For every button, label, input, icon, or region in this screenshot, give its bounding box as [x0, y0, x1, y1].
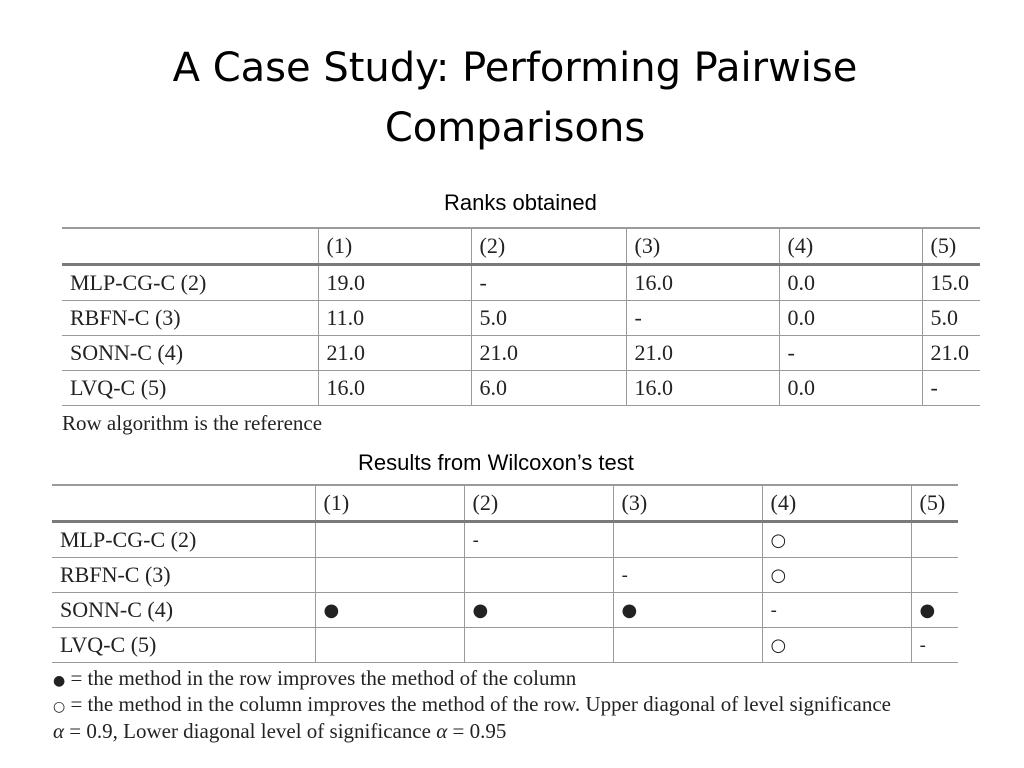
table-cell: 5.0 [470, 300, 626, 336]
ranks-note: Row algorithm is the reference [62, 411, 323, 435]
wilcoxon-header-cell: (2) [463, 484, 613, 523]
wilcoxon-header-cell [52, 484, 315, 523]
legend-filled-text: = the method in the row improves the met… [65, 666, 577, 690]
table-cell: 15.0 [921, 264, 980, 301]
slide-title: A Case Study: Performing Pairwise Compar… [100, 38, 930, 158]
ranks-header-cell: (4) [778, 227, 922, 266]
table-cell: - [910, 627, 958, 663]
table-cell: 11.0 [317, 300, 471, 336]
wilcoxon-header-cell: (3) [612, 484, 762, 523]
ranks-header-cell: (3) [625, 227, 779, 266]
table-cell: 0.0 [778, 370, 922, 406]
ranks-header-cell: (1) [317, 227, 471, 266]
table-row: RBFN-C (3) - ○ [52, 557, 958, 593]
wilcoxon-header-cell: (1) [314, 484, 464, 523]
table-cell: ● [314, 592, 464, 628]
legend-alpha-text-1: = 0.9, Lower diagonal level of significa… [64, 719, 437, 743]
row-label: LVQ-C (5) [62, 370, 318, 406]
table-cell [612, 521, 762, 558]
ranks-header-row: (1) (2) (3) (4) (5) [62, 227, 980, 266]
row-label: MLP-CG-C (2) [52, 521, 315, 558]
table-cell: 16.0 [317, 370, 471, 406]
table-cell [463, 557, 613, 593]
table-cell: ○ [761, 557, 911, 593]
table-cell [910, 557, 958, 593]
table-row: SONN-C (4) ● ● ● - ● [52, 592, 958, 628]
table-cell: 5.0 [921, 300, 980, 336]
table-cell: 16.0 [625, 370, 779, 406]
alpha-symbol: α [436, 719, 448, 743]
legend-hollow: ○ = the method in the column improves th… [53, 692, 891, 717]
wilcoxon-table: (1) (2) (3) (4) (5) MLP-CG-C (2) - ○ RBF… [52, 484, 958, 663]
ranks-header-cell [62, 227, 318, 266]
row-label: RBFN-C (3) [62, 300, 318, 336]
table-row: LVQ-C (5) 16.0 6.0 16.0 0.0 - [62, 370, 980, 406]
row-label: SONN-C (4) [52, 592, 315, 628]
hollow-circle-icon: ○ [53, 699, 66, 715]
table-cell: 21.0 [470, 335, 626, 371]
table-row: RBFN-C (3) 11.0 5.0 - 0.0 5.0 [62, 300, 980, 336]
table-cell: 6.0 [470, 370, 626, 406]
wilcoxon-header-cell: (4) [761, 484, 911, 523]
table-cell [314, 557, 464, 593]
legend-hollow-text: = the method in the column improves the … [65, 692, 891, 716]
alpha-symbol: α [53, 719, 65, 743]
legend-filled: ● = the method in the row improves the m… [53, 666, 576, 691]
wilcoxon-header-row: (1) (2) (3) (4) (5) [52, 484, 958, 523]
row-label: LVQ-C (5) [52, 627, 315, 663]
table-cell [910, 521, 958, 558]
table-cell [314, 521, 464, 558]
table-cell: - [921, 370, 980, 406]
table-cell: - [463, 521, 613, 558]
wilcoxon-header-cell: (5) [910, 484, 958, 523]
table-row: MLP-CG-C (2) - ○ [52, 521, 958, 558]
table-cell: ○ [761, 627, 911, 663]
table-cell [612, 627, 762, 663]
table-cell [463, 627, 613, 663]
table-cell: ○ [761, 521, 911, 558]
table-cell: - [612, 557, 762, 593]
slide-title-line-1: A Case Study: Performing Pairwise [172, 45, 858, 91]
table-cell: ● [612, 592, 762, 628]
table-cell: ● [463, 592, 613, 628]
wilcoxon-caption: Results from Wilcoxon’s test [358, 450, 634, 475]
table-cell: 0.0 [778, 300, 922, 336]
table-cell: - [470, 264, 626, 301]
table-cell [314, 627, 464, 663]
row-label: SONN-C (4) [62, 335, 318, 371]
filled-circle-icon: ● [53, 673, 66, 689]
row-label: MLP-CG-C (2) [62, 264, 318, 301]
slide-title-line-2: Comparisons [384, 105, 646, 151]
table-cell: 21.0 [317, 335, 471, 371]
table-cell: - [778, 335, 922, 371]
table-cell: 16.0 [625, 264, 779, 301]
ranks-header-cell: (2) [470, 227, 626, 266]
row-label: RBFN-C (3) [52, 557, 315, 593]
ranks-caption: Ranks obtained [444, 190, 597, 215]
table-row: MLP-CG-C (2) 19.0 - 16.0 0.0 15.0 [62, 264, 980, 301]
ranks-header-cell: (5) [921, 227, 980, 266]
legend-alpha: α = 0.9, Lower diagonal level of signifi… [53, 719, 506, 744]
table-row: SONN-C (4) 21.0 21.0 21.0 - 21.0 [62, 335, 980, 371]
table-cell: 0.0 [778, 264, 922, 301]
ranks-table-container: (1) (2) (3) (4) (5) MLP-CG-C (2) 19.0 - … [62, 227, 980, 406]
table-row: LVQ-C (5) ○ - [52, 627, 958, 663]
table-cell: 21.0 [921, 335, 980, 371]
table-cell: 21.0 [625, 335, 779, 371]
wilcoxon-table-container: (1) (2) (3) (4) (5) MLP-CG-C (2) - ○ RBF… [52, 484, 958, 663]
ranks-table: (1) (2) (3) (4) (5) MLP-CG-C (2) 19.0 - … [62, 227, 980, 406]
table-cell: ● [910, 592, 958, 628]
legend-alpha-text-2: = 0.95 [447, 719, 507, 743]
table-cell: - [625, 300, 779, 336]
table-cell: 19.0 [317, 264, 471, 301]
table-cell: - [761, 592, 911, 628]
